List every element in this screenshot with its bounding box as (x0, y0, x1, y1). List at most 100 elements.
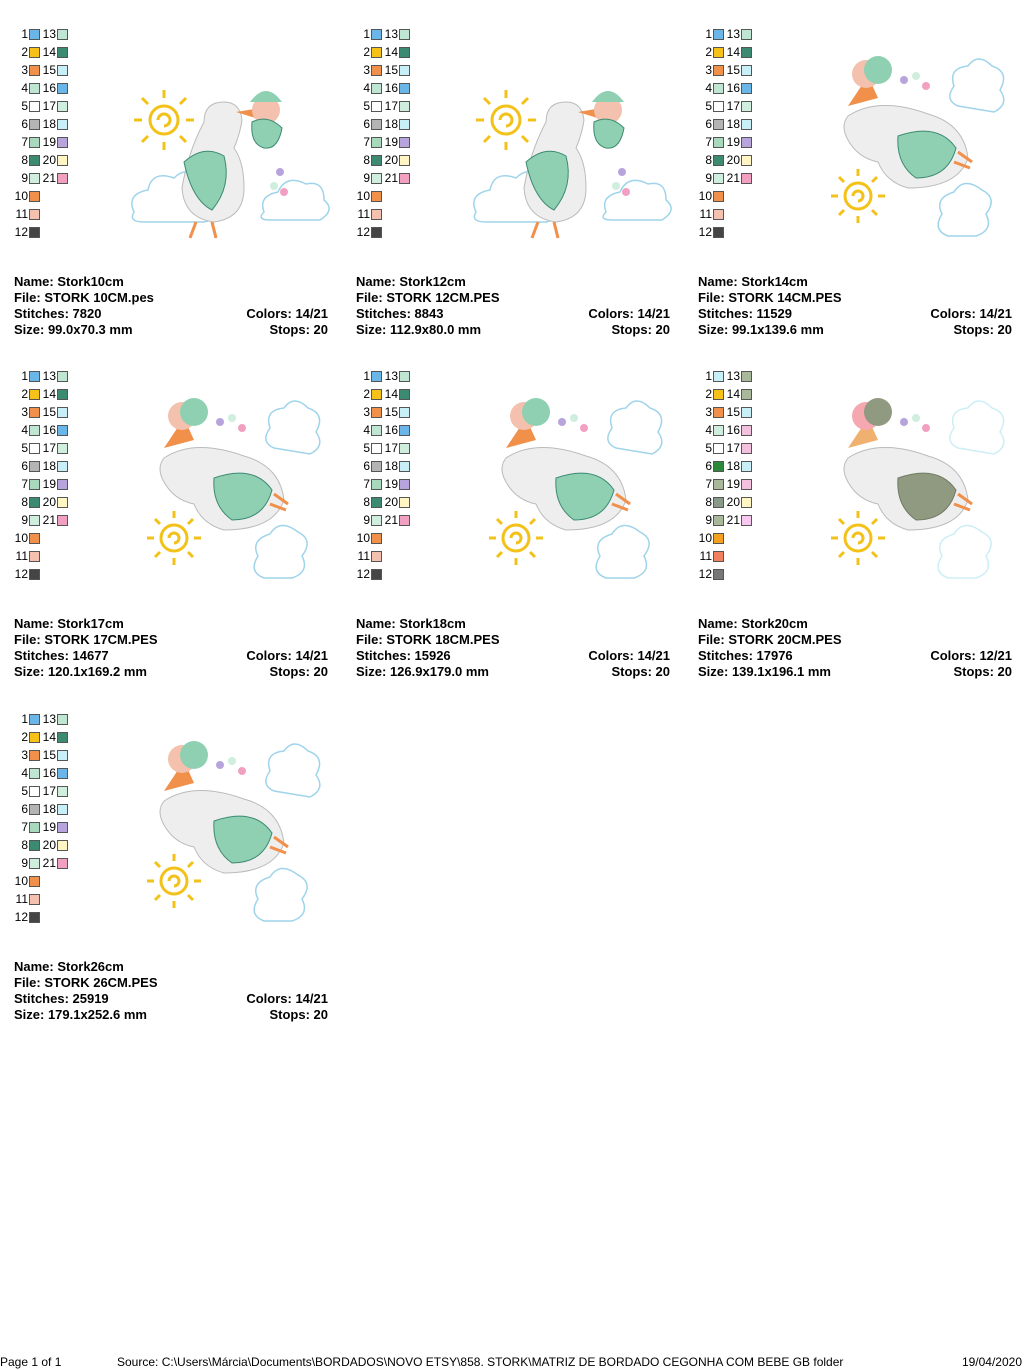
swatch-number: 15 (726, 405, 740, 419)
color-swatch (57, 496, 68, 508)
color-swatch (29, 118, 40, 130)
color-swatch (741, 406, 752, 418)
swatch-number: 18 (42, 117, 56, 131)
swatch-number: 6 (705, 459, 712, 473)
swatch-row: 10 (14, 873, 40, 889)
info-line: Size: 120.1x169.2 mm Stops: 20 (14, 664, 328, 680)
color-swatch (29, 568, 40, 580)
swatch-number: 17 (726, 99, 740, 113)
design-stitches: Stitches: 17976 (698, 648, 793, 663)
color-swatch (371, 532, 382, 544)
color-swatch (29, 911, 40, 923)
design-stitches: Stitches: 14677 (14, 648, 109, 663)
design-stitches: Stitches: 11529 (698, 306, 792, 321)
swatch-row: 7 19 (698, 134, 752, 150)
color-swatch (713, 532, 724, 544)
swatch-row: 8 20 (356, 152, 410, 168)
design-card: 1 13 2 14 3 15 4 16 5 17 6 18 7 19 8 20 9 21 10 11 12 Name: … (356, 26, 676, 346)
swatch-row: 3 15 (698, 62, 752, 78)
color-swatch (741, 388, 752, 400)
stork-vertical-icon (124, 388, 344, 588)
swatch-number: 20 (726, 153, 740, 167)
swatch-row: 9 21 (698, 170, 752, 186)
swatch-number: 14 (42, 387, 56, 401)
color-swatch (371, 82, 382, 94)
swatch-number: 2 (21, 730, 28, 744)
swatch-number: 5 (21, 99, 28, 113)
color-swatch (29, 190, 40, 202)
swatch-number: 5 (363, 441, 370, 455)
color-swatch (371, 496, 382, 508)
color-swatch (29, 749, 40, 761)
swatch-row: 11 (14, 206, 40, 222)
info-line: Size: 99.0x70.3 mm Stops: 20 (14, 322, 328, 338)
swatch-number: 15 (42, 63, 56, 77)
color-swatch (371, 568, 382, 580)
design-card: 1 13 2 14 3 15 4 16 5 17 6 18 7 19 8 20 9 21 10 11 12 Name: … (698, 368, 1018, 688)
design-stops: Stops: 20 (953, 664, 1012, 679)
color-swatch (29, 100, 40, 112)
color-swatch (57, 460, 68, 472)
swatch-number: 15 (384, 405, 398, 419)
color-swatch (713, 64, 724, 76)
design-colors: Colors: 14/21 (246, 991, 328, 1006)
stork-vertical-icon (466, 388, 686, 588)
swatch-row: 11 (14, 548, 40, 564)
design-stops: Stops: 20 (611, 664, 670, 679)
swatch-number: 21 (384, 513, 398, 527)
design-info: Name: Stork20cm File: STORK 20CM.PES Stitc… (698, 616, 1012, 680)
swatch-row: 11 (698, 206, 724, 222)
swatch-number: 13 (726, 369, 740, 383)
swatch-number: 21 (726, 171, 740, 185)
color-swatch (371, 406, 382, 418)
color-swatch (713, 442, 724, 454)
color-swatch (371, 154, 382, 166)
stork-vertical-icon (124, 731, 344, 931)
info-line: Name: Stork20cm (698, 616, 1012, 632)
info-line: File: STORK 17CM.PES (14, 632, 328, 648)
color-swatch (399, 136, 410, 148)
color-swatch (741, 478, 752, 490)
swatch-number: 5 (21, 441, 28, 455)
color-swatch (713, 460, 724, 472)
info-line: Size: 139.1x196.1 mm Stops: 20 (698, 664, 1012, 680)
swatch-row: 2 14 (14, 729, 68, 745)
color-swatch (57, 118, 68, 130)
color-swatch (29, 785, 40, 797)
swatch-row: 10 (14, 530, 40, 546)
swatch-number: 5 (705, 441, 712, 455)
swatch-number: 13 (42, 712, 56, 726)
color-swatch (57, 839, 68, 851)
color-swatch (29, 208, 40, 220)
swatch-row: 3 15 (356, 62, 410, 78)
swatch-row: 12 (356, 224, 382, 240)
swatch-row: 7 19 (14, 819, 68, 835)
stork-flying-sun-left-icon (124, 62, 344, 262)
color-swatch (371, 514, 382, 526)
footer-source-path: Source: C:\Users\Márcia\Documents\BORDAD… (117, 1355, 844, 1369)
design-colors: Colors: 14/21 (246, 306, 328, 321)
swatch-row: 6 18 (698, 116, 752, 132)
footer-page-number: Page 1 of 1 (0, 1355, 62, 1369)
swatch-number: 4 (363, 81, 370, 95)
swatch-number: 20 (384, 153, 398, 167)
color-swatch (713, 82, 724, 94)
swatch-number: 8 (21, 153, 28, 167)
swatch-number: 5 (705, 99, 712, 113)
color-swatch (371, 370, 382, 382)
design-stitches: Stitches: 7820 (14, 306, 102, 321)
swatch-number: 16 (42, 766, 56, 780)
color-swatch (713, 568, 724, 580)
color-swatch (57, 767, 68, 779)
swatch-number: 4 (21, 766, 28, 780)
swatch-number: 4 (705, 423, 712, 437)
swatch-number: 10 (698, 531, 712, 545)
info-line: Size: 112.9x80.0 mm Stops: 20 (356, 322, 670, 338)
color-swatch (57, 172, 68, 184)
swatch-number: 7 (21, 135, 28, 149)
color-swatch (371, 118, 382, 130)
swatch-number: 6 (21, 117, 28, 131)
design-name: Name: Stork20cm (698, 616, 808, 631)
swatch-number: 12 (356, 225, 370, 239)
swatch-number: 4 (705, 81, 712, 95)
